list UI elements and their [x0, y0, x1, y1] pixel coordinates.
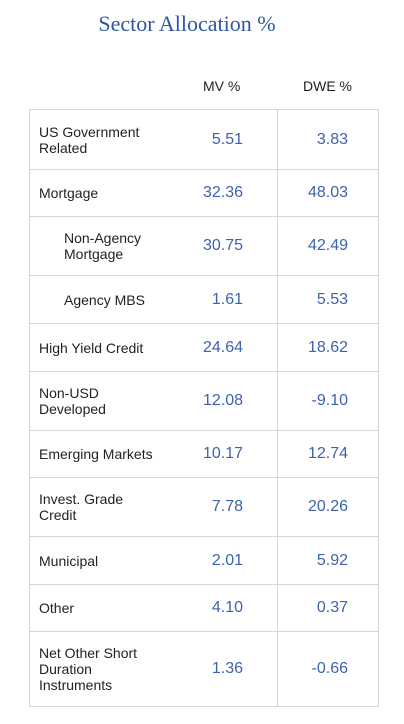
row-label: Non-Agency Mortgage — [64, 230, 142, 262]
row-dwe-value: 18.62 — [277, 324, 378, 371]
table-row: Mortgage 32.36 48.03 — [30, 170, 378, 217]
row-dwe-value: 12.74 — [277, 431, 378, 477]
row-mv-value: 12.08 — [202, 392, 243, 409]
row-mv-value: 4.10 — [211, 599, 243, 616]
row-mv-value: 1.36 — [211, 660, 243, 677]
row-mv-value: 30.75 — [202, 237, 243, 254]
table-row: Non-USD Developed 12.08 -9.10 — [30, 372, 378, 431]
row-label: US Government Related — [39, 123, 140, 156]
row-label: Emerging Markets — [39, 446, 153, 462]
table-row: Non-Agency Mortgage 30.75 42.49 — [30, 217, 378, 276]
column-header-dwe: DWE % — [303, 78, 352, 94]
table-row: US Government Related 5.51 3.83 — [30, 110, 378, 170]
page-title: Sector Allocation % — [98, 11, 276, 36]
row-dwe-value: 42.49 — [277, 217, 378, 275]
table-row: High Yield Credit 24.64 18.62 — [30, 324, 378, 372]
table-row: Other 4.10 0.37 — [30, 585, 378, 632]
row-label: Other — [39, 600, 75, 616]
table-row: Agency MBS 1.61 5.53 — [30, 276, 378, 324]
row-dwe-value: 0.37 — [277, 585, 378, 631]
table-row: Invest. Grade Credit 7.78 20.26 — [30, 478, 378, 537]
row-label: Agency MBS — [64, 291, 145, 308]
row-label: Invest. Grade Credit — [39, 491, 124, 523]
row-label: Non-USD Developed — [39, 385, 106, 417]
row-dwe-value: 3.83 — [277, 110, 378, 169]
row-dwe-value: 5.92 — [277, 537, 378, 584]
row-mv-value: 32.36 — [202, 184, 243, 201]
row-mv-value: 24.64 — [202, 338, 243, 356]
row-label: Net Other Short Duration Instruments — [39, 645, 138, 693]
row-label: Mortgage — [39, 185, 99, 201]
table-row: Municipal 2.01 5.92 — [30, 537, 378, 585]
row-dwe-value: -0.66 — [277, 632, 378, 706]
row-mv-value: 1.61 — [211, 290, 243, 308]
row-dwe-value: 5.53 — [277, 276, 378, 323]
row-dwe-value: 48.03 — [277, 170, 378, 216]
row-dwe-value: 20.26 — [277, 478, 378, 536]
column-header-mv: MV % — [203, 78, 241, 94]
table-row: Net Other Short Duration Instruments 1.3… — [30, 632, 378, 706]
row-mv-value: 7.78 — [211, 498, 243, 515]
row-mv-value: 5.51 — [211, 130, 243, 148]
row-label: Municipal — [39, 552, 99, 569]
table-row: Emerging Markets 10.17 12.74 — [30, 431, 378, 478]
sector-allocation-table: US Government Related 5.51 3.83 Mortgage… — [29, 109, 379, 707]
row-mv-value: 2.01 — [211, 551, 243, 569]
row-dwe-value: -9.10 — [277, 372, 378, 430]
row-mv-value: 10.17 — [202, 445, 243, 462]
row-label: High Yield Credit — [39, 339, 144, 356]
